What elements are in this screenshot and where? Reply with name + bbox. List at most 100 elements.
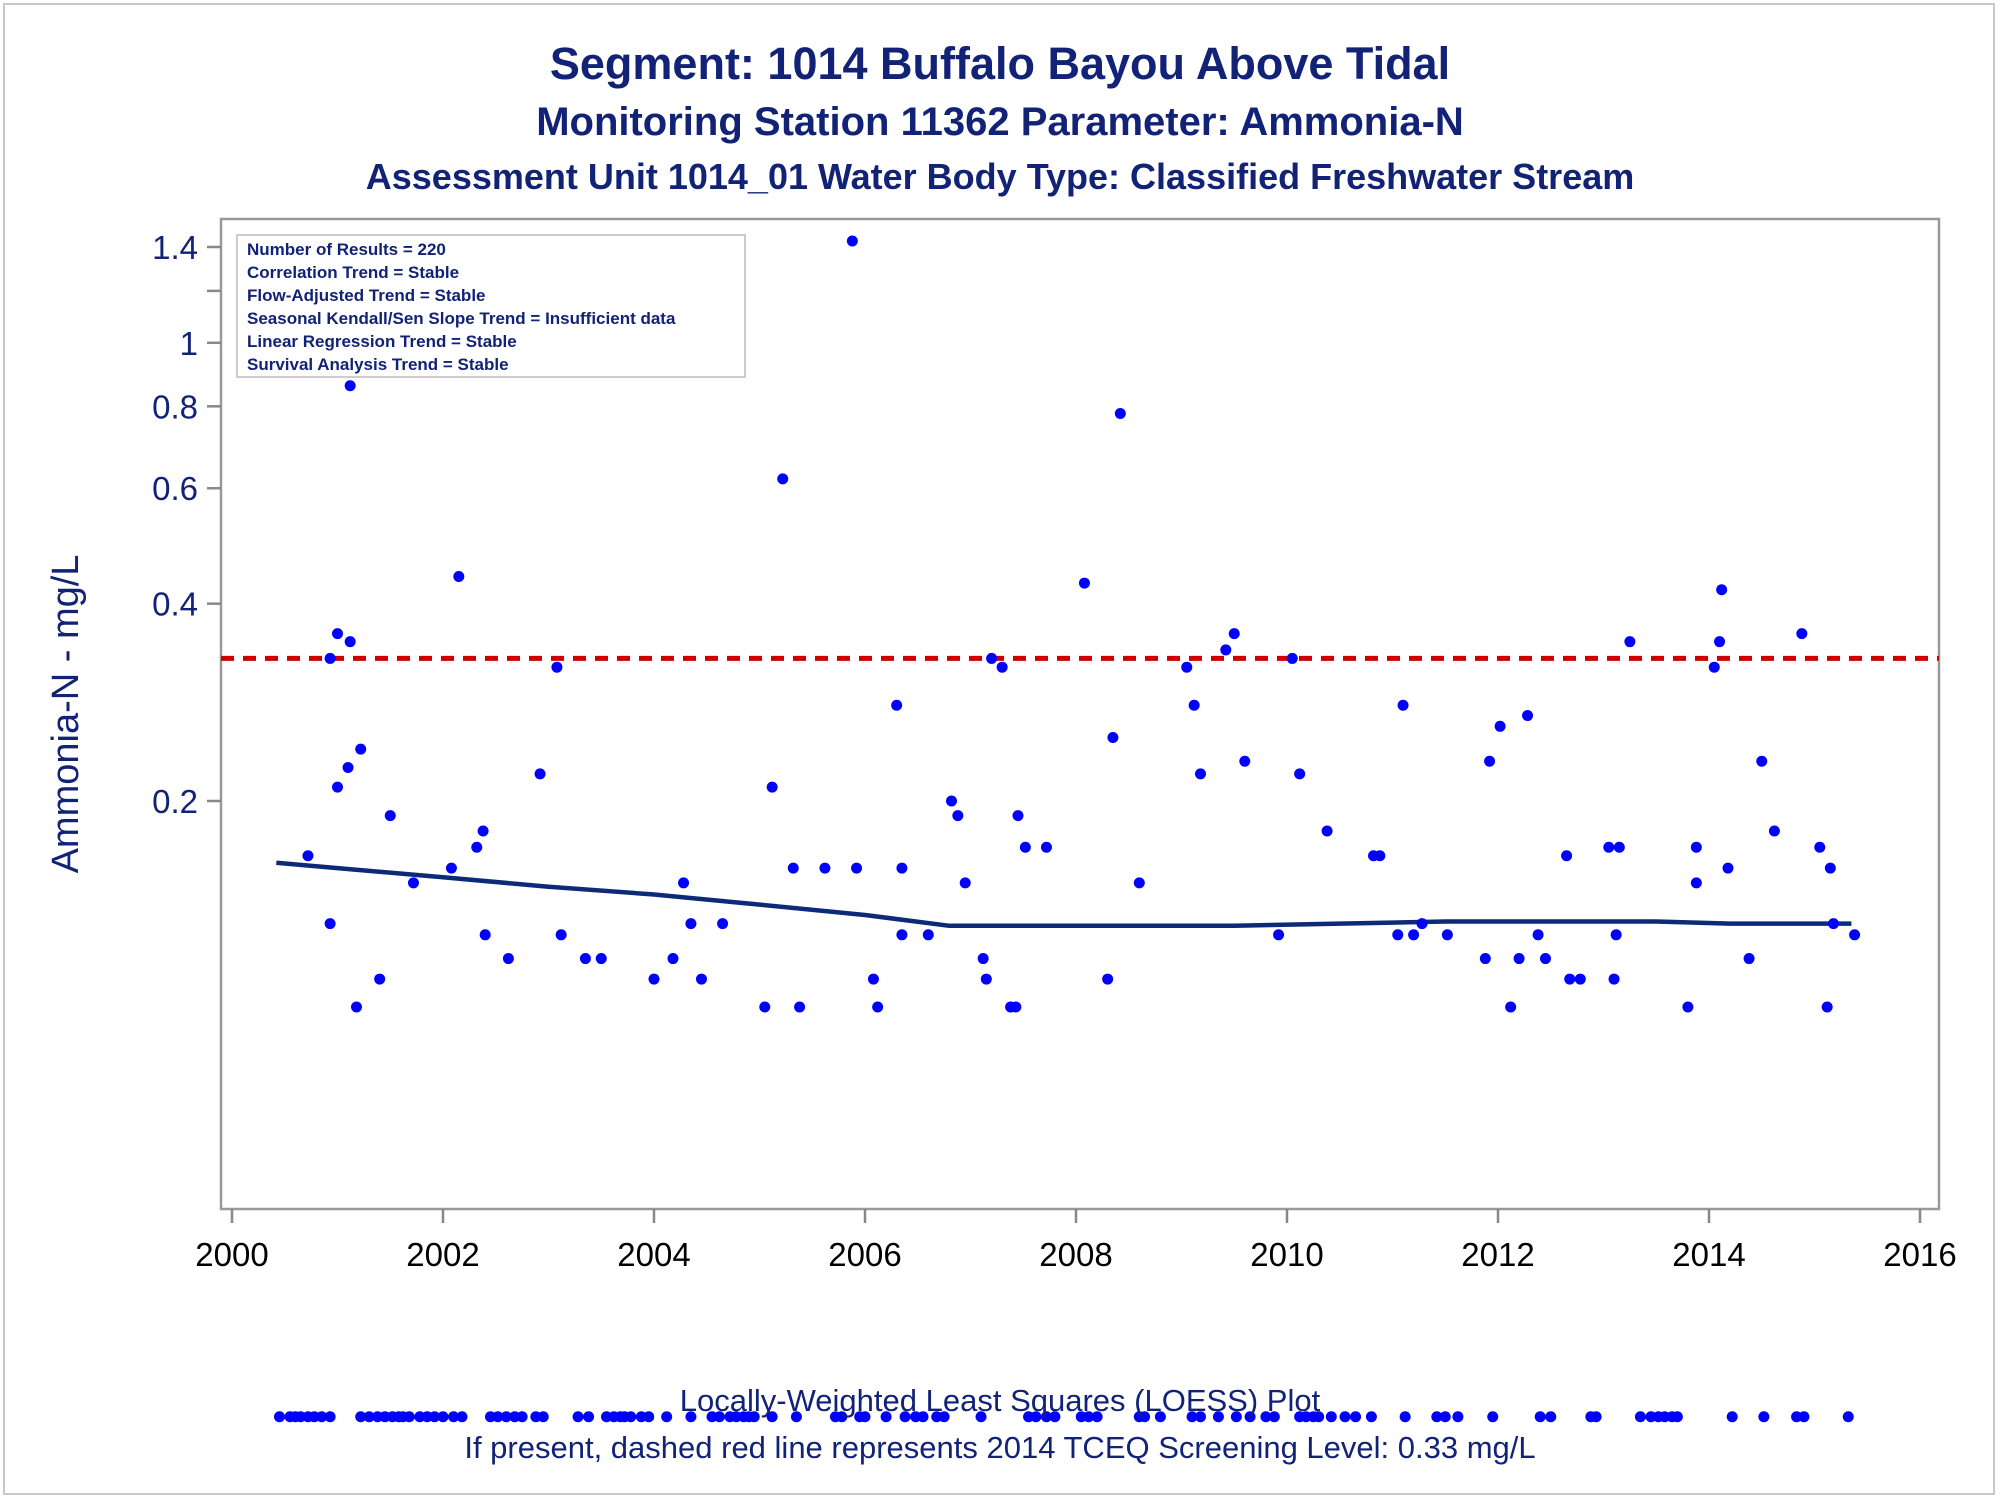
data-point [332, 628, 343, 640]
data-point-nondetect [1758, 1411, 1770, 1423]
data-point-nondetect [1212, 1411, 1224, 1423]
data-point [896, 929, 908, 941]
data-point [1484, 755, 1496, 767]
data-point-nondetect [1545, 1411, 1557, 1423]
data-point-nondetect [1452, 1411, 1464, 1423]
data-point [1273, 929, 1285, 941]
data-point-nondetect [1313, 1411, 1325, 1423]
data-point [1010, 1001, 1022, 1013]
y-axis-label: Ammonia-N - mg/L [45, 555, 87, 874]
data-point-nondetect [492, 1411, 504, 1423]
data-point-nondetect [1083, 1411, 1095, 1423]
y-tick-label: 0.6 [152, 470, 198, 507]
y-tick-label: 1.4 [152, 229, 198, 266]
y-tick-label: 1 [180, 325, 198, 362]
data-point [946, 795, 958, 807]
data-point [794, 1001, 806, 1013]
data-point-nondetect [1842, 1411, 1854, 1423]
data-point [302, 850, 314, 862]
data-point-nondetect [1399, 1411, 1411, 1423]
data-point-nondetect [1244, 1411, 1256, 1423]
data-point-nondetect [1590, 1411, 1602, 1423]
data-point-nondetect [748, 1411, 760, 1423]
data-point [1012, 810, 1024, 822]
data-point [1849, 929, 1861, 941]
data-point [407, 877, 419, 889]
data-point [846, 235, 858, 247]
data-point-nondetect [456, 1411, 468, 1423]
data-point [534, 768, 546, 780]
data-point [579, 953, 591, 965]
data-point [1690, 841, 1702, 853]
data-point-nondetect [625, 1411, 637, 1423]
data-point [1416, 918, 1428, 930]
chart-subtitle-assessment: Assessment Unit 1014_01 Water Body Type:… [365, 156, 1635, 197]
data-point [1768, 825, 1780, 837]
data-point [1624, 636, 1636, 648]
data-point [555, 929, 567, 941]
data-point [1756, 755, 1768, 767]
data-point-nondetect [938, 1411, 950, 1423]
stats-line-survival-analysis: Survival Analysis Trend = Stable [247, 355, 509, 374]
data-point-nondetect [1534, 1411, 1546, 1423]
data-point [344, 380, 356, 392]
y-tick-label: 0.8 [152, 388, 198, 425]
y-tick-label: 0.2 [152, 783, 198, 820]
data-point-nondetect [836, 1411, 848, 1423]
data-point-nondetect [975, 1411, 987, 1423]
data-point [1040, 841, 1052, 853]
data-point-nondetect [1194, 1411, 1206, 1423]
stats-legend-frame [236, 234, 746, 378]
footnote-loess: Locally-Weighted Least Squares (LOESS) P… [679, 1383, 1321, 1418]
data-point-nondetect [437, 1411, 449, 1423]
data-point [445, 862, 457, 874]
data-point [1796, 628, 1808, 640]
data-point [777, 473, 789, 485]
data-point-nondetect [643, 1411, 655, 1423]
x-tick-label: 2000 [195, 1236, 268, 1273]
data-point-nondetect [1186, 1411, 1198, 1423]
stats-legend-box: Number of Results = 220 Correlation Tren… [236, 234, 746, 378]
data-point [851, 862, 863, 874]
data-point-nondetect [1139, 1411, 1151, 1423]
data-point-nondetect [448, 1411, 460, 1423]
data-point [959, 877, 971, 889]
data-point-nondetect [859, 1411, 871, 1423]
data-point [1294, 768, 1306, 780]
data-point [1603, 841, 1615, 853]
stats-line-correlation: Correlation Trend = Stable [247, 263, 459, 282]
data-point [1522, 710, 1534, 722]
data-point-nondetect [1049, 1411, 1061, 1423]
data-point [1821, 1001, 1833, 1013]
data-point-nondetect [403, 1411, 415, 1423]
data-point [1722, 862, 1734, 874]
data-point [996, 661, 1008, 673]
data-point-nondetect [1671, 1411, 1683, 1423]
data-point-nondetect [661, 1411, 673, 1423]
data-point [384, 810, 396, 822]
x-tick-label: 2012 [1461, 1236, 1534, 1273]
data-point [986, 652, 998, 664]
x-tick-label: 2002 [406, 1236, 479, 1273]
data-point [1690, 877, 1702, 889]
data-point-nondetect [1091, 1411, 1103, 1423]
data-point-nondetect [363, 1411, 375, 1423]
data-point [324, 652, 336, 664]
data-point [759, 1001, 771, 1013]
data-point [1743, 953, 1755, 965]
data-point [1608, 973, 1620, 985]
data-point-nondetect [273, 1411, 285, 1423]
data-point [1441, 929, 1453, 941]
x-tick-label: 2008 [1039, 1236, 1112, 1273]
data-point [1613, 841, 1625, 853]
data-point-nondetect [766, 1411, 778, 1423]
plot-area [219, 217, 1941, 1211]
data-point [922, 929, 934, 941]
data-point-nondetect [537, 1411, 549, 1423]
data-point [896, 862, 908, 874]
data-point [324, 918, 336, 930]
data-point [980, 973, 992, 985]
data-point [1716, 584, 1728, 596]
data-point [891, 699, 903, 711]
